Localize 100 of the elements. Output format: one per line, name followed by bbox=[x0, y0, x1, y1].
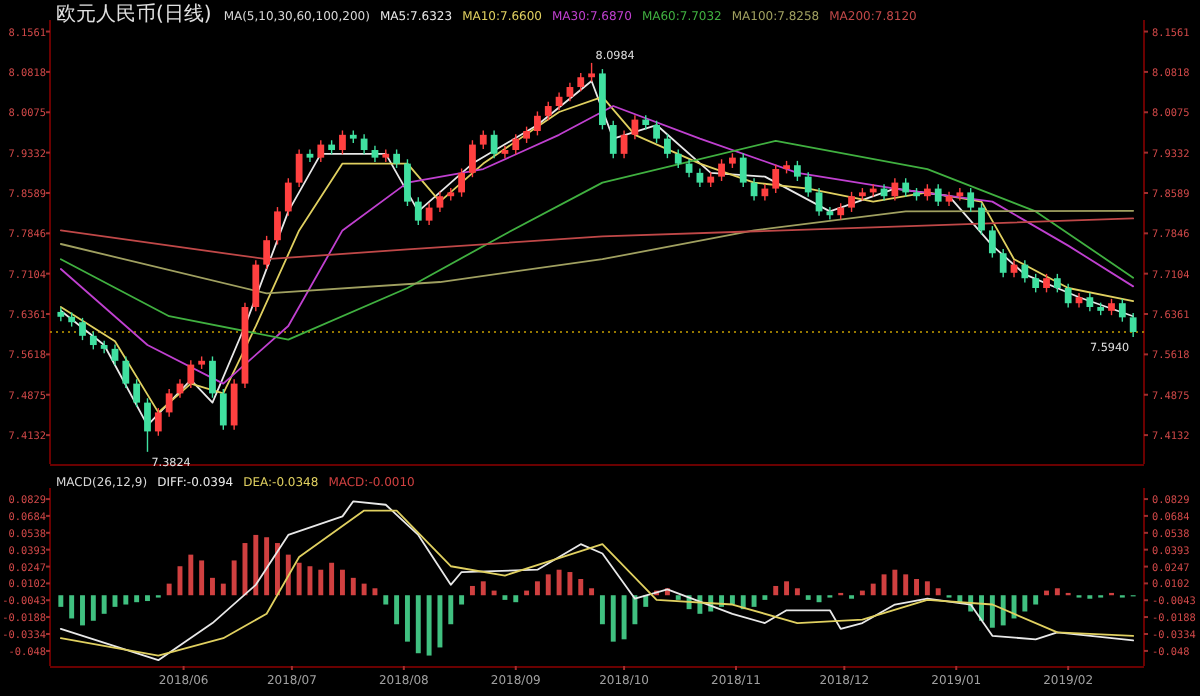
bar bbox=[426, 595, 432, 656]
bar bbox=[534, 581, 540, 596]
candlestick bbox=[100, 339, 108, 354]
candlestick bbox=[317, 139, 325, 163]
bar bbox=[58, 595, 64, 607]
candlestick bbox=[458, 167, 465, 198]
candlestick bbox=[425, 202, 433, 226]
bar bbox=[610, 595, 616, 642]
bar bbox=[134, 595, 140, 603]
candlestick bbox=[479, 129, 487, 150]
bar bbox=[210, 577, 215, 596]
candlestick bbox=[793, 160, 801, 182]
bar bbox=[448, 595, 454, 625]
candlestick bbox=[609, 119, 617, 159]
bar bbox=[101, 595, 107, 614]
candlestick bbox=[664, 133, 671, 159]
candlestick bbox=[252, 259, 260, 313]
candlestick bbox=[306, 148, 314, 163]
bar bbox=[220, 583, 226, 596]
candlestick bbox=[718, 158, 725, 182]
bar bbox=[350, 577, 356, 596]
candlestick bbox=[79, 317, 86, 341]
candlestick bbox=[230, 378, 238, 431]
bar bbox=[253, 534, 259, 596]
bar bbox=[881, 574, 887, 596]
candlestick bbox=[956, 187, 964, 202]
line-series bbox=[59, 139, 1135, 341]
bar bbox=[80, 595, 85, 626]
candlestick bbox=[1129, 312, 1137, 338]
candlestick bbox=[339, 129, 346, 156]
candlestick bbox=[219, 388, 227, 431]
bar bbox=[145, 595, 150, 602]
candlestick bbox=[988, 225, 996, 259]
candlestick bbox=[826, 206, 834, 221]
bar bbox=[383, 595, 389, 605]
candlestick bbox=[144, 397, 151, 453]
candlestick bbox=[577, 72, 585, 93]
candlestick bbox=[674, 148, 682, 169]
candlestick bbox=[653, 119, 660, 144]
bar bbox=[437, 595, 443, 648]
candlestick bbox=[1118, 298, 1126, 323]
bar bbox=[90, 595, 96, 621]
bar bbox=[1054, 588, 1060, 596]
candlestick bbox=[772, 163, 780, 194]
bar bbox=[794, 588, 800, 596]
bar bbox=[556, 569, 562, 596]
bar bbox=[166, 583, 172, 596]
bar bbox=[1033, 595, 1039, 605]
bar bbox=[892, 569, 898, 596]
candlestick bbox=[588, 62, 595, 83]
bar bbox=[459, 595, 465, 605]
candlestick bbox=[1053, 273, 1061, 294]
candlestick bbox=[512, 133, 520, 156]
bar bbox=[773, 585, 779, 596]
candlestick bbox=[902, 177, 910, 198]
bar bbox=[199, 560, 205, 596]
candlestick bbox=[360, 133, 368, 156]
candlestick bbox=[154, 407, 162, 437]
bar bbox=[361, 583, 367, 596]
bar bbox=[69, 595, 75, 619]
bar bbox=[589, 588, 595, 596]
line-series bbox=[59, 209, 1135, 295]
candlestick bbox=[1021, 259, 1029, 284]
bar bbox=[870, 583, 876, 596]
bar bbox=[545, 574, 551, 596]
candlestick bbox=[295, 148, 303, 188]
bar bbox=[415, 595, 421, 654]
bar bbox=[469, 585, 475, 596]
bar bbox=[1000, 595, 1006, 626]
bar bbox=[599, 595, 605, 625]
candlestick bbox=[501, 144, 509, 159]
bar bbox=[188, 554, 194, 596]
candlestick bbox=[165, 388, 173, 418]
bar bbox=[231, 560, 237, 596]
bar bbox=[307, 566, 313, 596]
bar bbox=[372, 588, 378, 596]
candlestick bbox=[804, 171, 812, 198]
candlestick bbox=[967, 187, 975, 213]
candlestick bbox=[133, 378, 141, 408]
candlestick bbox=[566, 81, 574, 102]
bar bbox=[404, 595, 410, 642]
bar bbox=[935, 588, 941, 596]
bar bbox=[339, 569, 345, 596]
candlestick bbox=[274, 206, 281, 246]
bar bbox=[480, 581, 486, 596]
candlestick bbox=[263, 235, 271, 270]
bar bbox=[989, 595, 995, 628]
bar bbox=[296, 562, 302, 596]
candlestick bbox=[122, 355, 130, 389]
bar bbox=[513, 595, 519, 603]
bar bbox=[632, 595, 638, 625]
candlestick bbox=[848, 191, 855, 213]
candlestick bbox=[534, 110, 541, 137]
bar bbox=[329, 562, 335, 596]
candlestick bbox=[209, 355, 216, 399]
bar bbox=[784, 581, 790, 596]
bar bbox=[751, 595, 757, 607]
candlestick bbox=[1032, 273, 1040, 294]
bar bbox=[914, 579, 919, 596]
candlestick bbox=[404, 158, 411, 207]
